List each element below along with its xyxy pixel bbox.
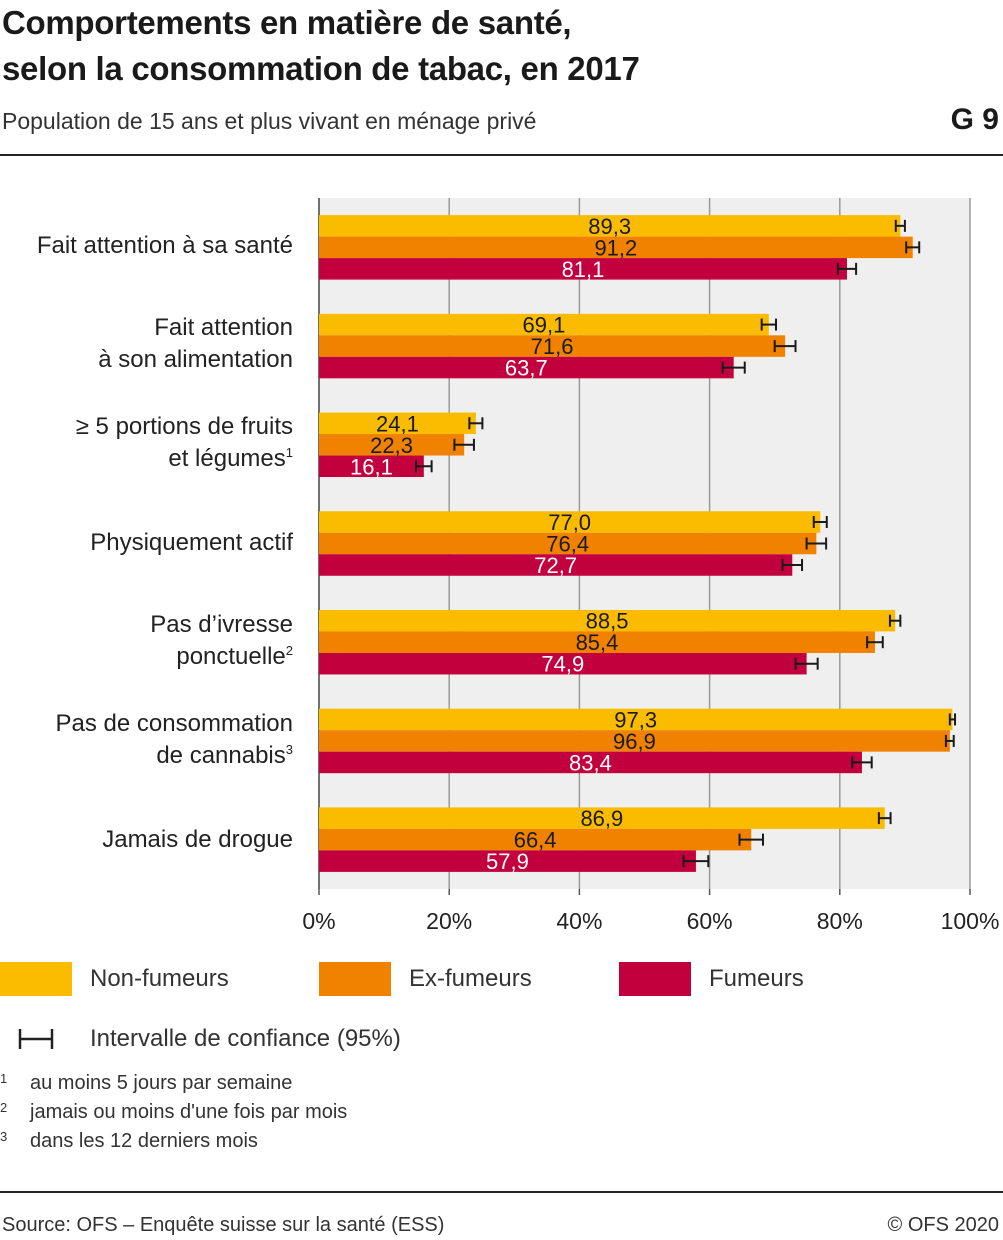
data-label: 85,4	[576, 630, 619, 655]
data-label: 69,1	[523, 313, 566, 338]
data-label: 72,7	[534, 553, 577, 578]
bar	[319, 554, 793, 576]
category-label-cannabis: Pas de consommation de cannabis3	[0, 708, 293, 772]
title-line-1: Comportements en matière de santé,	[2, 4, 572, 41]
legend-label-ci: Intervalle de confiance (95%)	[90, 1025, 401, 1052]
category-label-line2: et légumes	[168, 445, 286, 472]
data-label: 63,7	[505, 356, 548, 381]
bar	[319, 609, 896, 632]
footnote-2: 2 jamais ou moins d'une fois par mois	[0, 1100, 348, 1123]
data-label: 86,9	[580, 806, 623, 831]
bar	[319, 236, 913, 259]
data-label: 16,1	[350, 454, 393, 479]
chart-subtitle: Population de 15 ans et plus vivant en m…	[2, 108, 537, 134]
data-label: 96,9	[613, 729, 656, 754]
bar	[319, 807, 885, 829]
legend-swatch-fumeurs	[619, 962, 691, 996]
category-label-line1: Pas de consommation	[55, 710, 293, 737]
legend-swatch-ex-fumeurs	[319, 962, 391, 996]
bar	[319, 631, 875, 653]
bar	[319, 335, 786, 357]
bar	[319, 850, 696, 872]
bar	[319, 258, 847, 280]
source-note: Source: OFS – Enquête suisse sur la sant…	[2, 1214, 445, 1236]
bar	[319, 455, 424, 478]
footnote-1: 1 au moins 5 jours par semaine	[0, 1071, 293, 1094]
data-label: 71,6	[531, 334, 574, 359]
bar	[319, 356, 734, 379]
x-tick-label: 0%	[302, 908, 335, 934]
category-label-sante: Fait attention à sa santé	[0, 230, 293, 262]
category-label-line2: à son alimentation	[98, 346, 293, 373]
x-tick-label: 40%	[556, 908, 602, 934]
data-label: 76,4	[546, 532, 589, 557]
header-rule	[0, 154, 1003, 156]
figure-id: G 9	[950, 103, 999, 136]
bar	[319, 511, 821, 533]
footer-rule	[0, 1191, 1003, 1193]
footnote-ref: 2	[285, 643, 293, 658]
bar	[319, 730, 950, 752]
legend-label-non-fumeurs: Non-fumeurs	[90, 965, 229, 992]
bar	[319, 412, 476, 435]
data-label: 66,4	[514, 828, 557, 853]
footnote-ref: 3	[285, 742, 293, 757]
data-label: 24,1	[376, 411, 419, 436]
category-label-line1: ≥ 5 portions de fruits	[75, 413, 293, 440]
bar	[319, 215, 901, 237]
bar	[319, 708, 953, 731]
bar	[319, 751, 862, 774]
data-label: 97,3	[614, 707, 657, 732]
bar	[319, 313, 769, 336]
category-label-text: Physiquement actif	[90, 529, 293, 556]
category-label-line1: Pas d’ivresse	[150, 611, 293, 638]
bar	[319, 532, 817, 555]
category-label-text: Jamais de drogue	[102, 826, 293, 853]
data-label: 83,4	[569, 750, 612, 775]
category-label-line1: Fait attention	[154, 314, 293, 341]
data-label: 88,5	[586, 609, 629, 634]
category-label-line2: de cannabis	[156, 742, 286, 769]
bar	[319, 434, 465, 456]
legend-swatch-non-fumeurs	[0, 962, 72, 996]
data-label: 91,2	[594, 235, 637, 260]
data-label: 57,9	[486, 849, 529, 874]
x-tick-label: 100%	[941, 908, 1000, 934]
data-label: 77,0	[548, 510, 591, 535]
x-tick-label: 20%	[426, 908, 472, 934]
title-line-2: selon la consommation de tabac, en 2017	[2, 50, 640, 87]
category-label-drogue: Jamais de drogue	[0, 824, 293, 856]
x-tick-label: 80%	[817, 908, 863, 934]
category-label-actif: Physiquement actif	[0, 527, 293, 559]
data-label: 81,1	[562, 257, 605, 282]
bar	[319, 652, 807, 675]
category-label-alimentation: Fait attention à son alimentation	[0, 312, 293, 376]
footnote-3: 3 dans les 12 derniers mois	[0, 1129, 258, 1152]
bar	[319, 828, 752, 851]
data-label: 89,3	[588, 214, 631, 239]
category-label-text: Fait attention à sa santé	[36, 232, 293, 259]
bar-chart: 0% 20% 40% 60% 80% 100% 89,391,281,1 69,171,663…	[302, 198, 1000, 934]
data-label: 22,3	[370, 433, 413, 458]
category-label-ivresse: Pas d’ivresse ponctuelle2	[0, 609, 293, 673]
legend-label-ex-fumeurs: Ex-fumeurs	[409, 965, 532, 992]
chart-title: Comportements en matière de santé, selon…	[2, 0, 640, 92]
x-tick-label: 60%	[687, 908, 733, 934]
footnote-ref: 1	[285, 445, 293, 460]
copyright: © OFS 2020	[887, 1214, 999, 1236]
category-label-fruits: ≥ 5 portions de fruits et légumes1	[0, 411, 293, 475]
category-label-line2: ponctuelle	[176, 643, 286, 670]
confidence-interval-icon	[18, 1029, 54, 1049]
data-label: 74,9	[541, 652, 584, 677]
legend-label-fumeurs: Fumeurs	[709, 965, 804, 992]
